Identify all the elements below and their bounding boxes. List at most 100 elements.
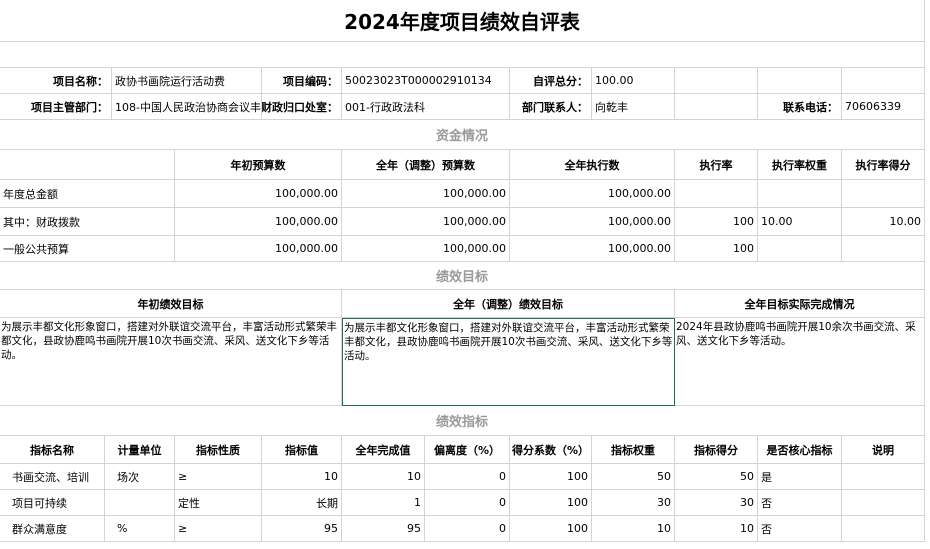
indicator-cell — [842, 516, 925, 542]
info-cell — [842, 68, 925, 94]
indicator-cell: 100 — [510, 464, 592, 490]
info-cell: 政协书画院运行活动费 — [112, 68, 262, 94]
header-cell: 指标得分 — [675, 436, 758, 464]
fund-cell: 10.00 — [758, 208, 842, 236]
section-title: 绩效目标 — [0, 262, 925, 290]
info-cell: 部门联系人： — [510, 94, 592, 120]
indicator-cell — [842, 490, 925, 516]
fund-cell — [758, 180, 842, 208]
header-cell: 说明 — [842, 436, 925, 464]
indicator-cell: 项目可持续 — [0, 490, 105, 516]
info-cell: 联系电话： — [758, 94, 842, 120]
fund-cell: 100 — [675, 236, 758, 262]
fund-cell: 100,000.00 — [342, 236, 510, 262]
fund-cell: 100,000.00 — [510, 208, 675, 236]
info-cell: 向乾丰 — [592, 94, 675, 120]
indicator-cell: % — [105, 516, 175, 542]
indicator-cell: 否 — [758, 516, 842, 542]
fund-cell: 100,000.00 — [175, 208, 342, 236]
info-cell — [675, 68, 758, 94]
info-cell: 108-中国人民政治协商会议丰 — [112, 94, 262, 120]
sheet-title: 2024年度项目绩效自评表 — [0, 0, 925, 42]
header-cell: 指标名称 — [0, 436, 105, 464]
header-cell: 全年完成值 — [342, 436, 425, 464]
indicator-cell: 95 — [262, 516, 342, 542]
indicator-cell: 100 — [510, 516, 592, 542]
fund-cell: 10.00 — [842, 208, 925, 236]
section-title: 绩效指标 — [0, 406, 925, 436]
header-cell: 指标性质 — [175, 436, 262, 464]
info-cell — [758, 68, 842, 94]
indicator-cell: 50 — [592, 464, 675, 490]
indicator-cell: 群众满意度 — [0, 516, 105, 542]
info-cell: 100.00 — [592, 68, 675, 94]
indicator-cell: 长期 — [262, 490, 342, 516]
header-cell: 计量单位 — [105, 436, 175, 464]
info-cell: 自评总分： — [510, 68, 592, 94]
info-cell — [675, 94, 758, 120]
indicator-cell: 30 — [592, 490, 675, 516]
indicator-cell: 是 — [758, 464, 842, 490]
header-cell: 年初绩效目标 — [0, 290, 342, 318]
info-cell: 001-行政政法科 — [342, 94, 510, 120]
fund-cell: 100 — [675, 208, 758, 236]
fund-cell: 年度总金额 — [0, 180, 175, 208]
indicator-cell: 否 — [758, 490, 842, 516]
fund-cell: 100,000.00 — [510, 236, 675, 262]
fund-cell: 100,000.00 — [175, 180, 342, 208]
header-cell: 指标值 — [262, 436, 342, 464]
fund-cell — [675, 180, 758, 208]
indicator-cell: 0 — [425, 516, 510, 542]
fund-cell: 一般公共预算 — [0, 236, 175, 262]
indicator-cell: 10 — [262, 464, 342, 490]
fund-cell: 100,000.00 — [342, 208, 510, 236]
indicator-cell: 书画交流、培训 — [0, 464, 105, 490]
goal-text: 为展示丰都文化形象窗口，搭建对外联谊交流平台，丰富活动形式繁荣丰都文化，县政协鹿… — [0, 318, 342, 406]
header-cell — [0, 150, 175, 180]
fund-cell: 100,000.00 — [342, 180, 510, 208]
info-cell: 项目名称： — [0, 68, 112, 94]
header-cell: 全年（调整）预算数 — [342, 150, 510, 180]
header-cell: 全年执行数 — [510, 150, 675, 180]
info-cell: 70606339 — [842, 94, 925, 120]
header-cell: 执行率得分 — [842, 150, 925, 180]
header-cell: 是否核心指标 — [758, 436, 842, 464]
indicator-cell: 0 — [425, 490, 510, 516]
indicator-cell: 30 — [675, 490, 758, 516]
indicator-cell: 1 — [342, 490, 425, 516]
section-title: 资金情况 — [0, 120, 925, 150]
indicator-cell: ≥ — [175, 464, 262, 490]
indicator-cell: 50 — [675, 464, 758, 490]
fund-cell: 100,000.00 — [175, 236, 342, 262]
info-cell: 项目主管部门： — [0, 94, 112, 120]
fund-cell — [842, 236, 925, 262]
goal-text: 为展示丰都文化形象窗口，搭建对外联谊交流平台，丰富活动形式繁荣丰都文化，县政协鹿… — [342, 318, 675, 406]
header-cell: 全年目标实际完成情况 — [675, 290, 925, 318]
indicator-cell — [105, 490, 175, 516]
fund-cell — [758, 236, 842, 262]
info-cell: 项目编码： — [262, 68, 342, 94]
header-cell: 全年（调整）绩效目标 — [342, 290, 675, 318]
header-cell: 执行率权重 — [758, 150, 842, 180]
indicator-cell: 95 — [342, 516, 425, 542]
indicator-cell — [842, 464, 925, 490]
indicator-cell: 10 — [592, 516, 675, 542]
indicator-cell: 场次 — [105, 464, 175, 490]
header-cell: 得分系数（%） — [510, 436, 592, 464]
indicator-cell: 定性 — [175, 490, 262, 516]
info-cell: 财政归口处室： — [262, 94, 342, 120]
header-cell: 年初预算数 — [175, 150, 342, 180]
empty-row — [0, 42, 925, 68]
indicator-cell: 10 — [675, 516, 758, 542]
header-cell: 指标权重 — [592, 436, 675, 464]
indicator-cell: 100 — [510, 490, 592, 516]
info-cell: 50023023T000002910134 — [342, 68, 510, 94]
indicator-cell: 10 — [342, 464, 425, 490]
header-cell: 偏离度（%） — [425, 436, 510, 464]
indicator-cell: 0 — [425, 464, 510, 490]
fund-cell — [842, 180, 925, 208]
goal-text: 2024年县政协鹿鸣书画院开展10余次书画交流、采风、送文化下乡等活动。 — [675, 318, 925, 406]
fund-cell: 其中：财政拨款 — [0, 208, 175, 236]
indicator-cell: ≥ — [175, 516, 262, 542]
